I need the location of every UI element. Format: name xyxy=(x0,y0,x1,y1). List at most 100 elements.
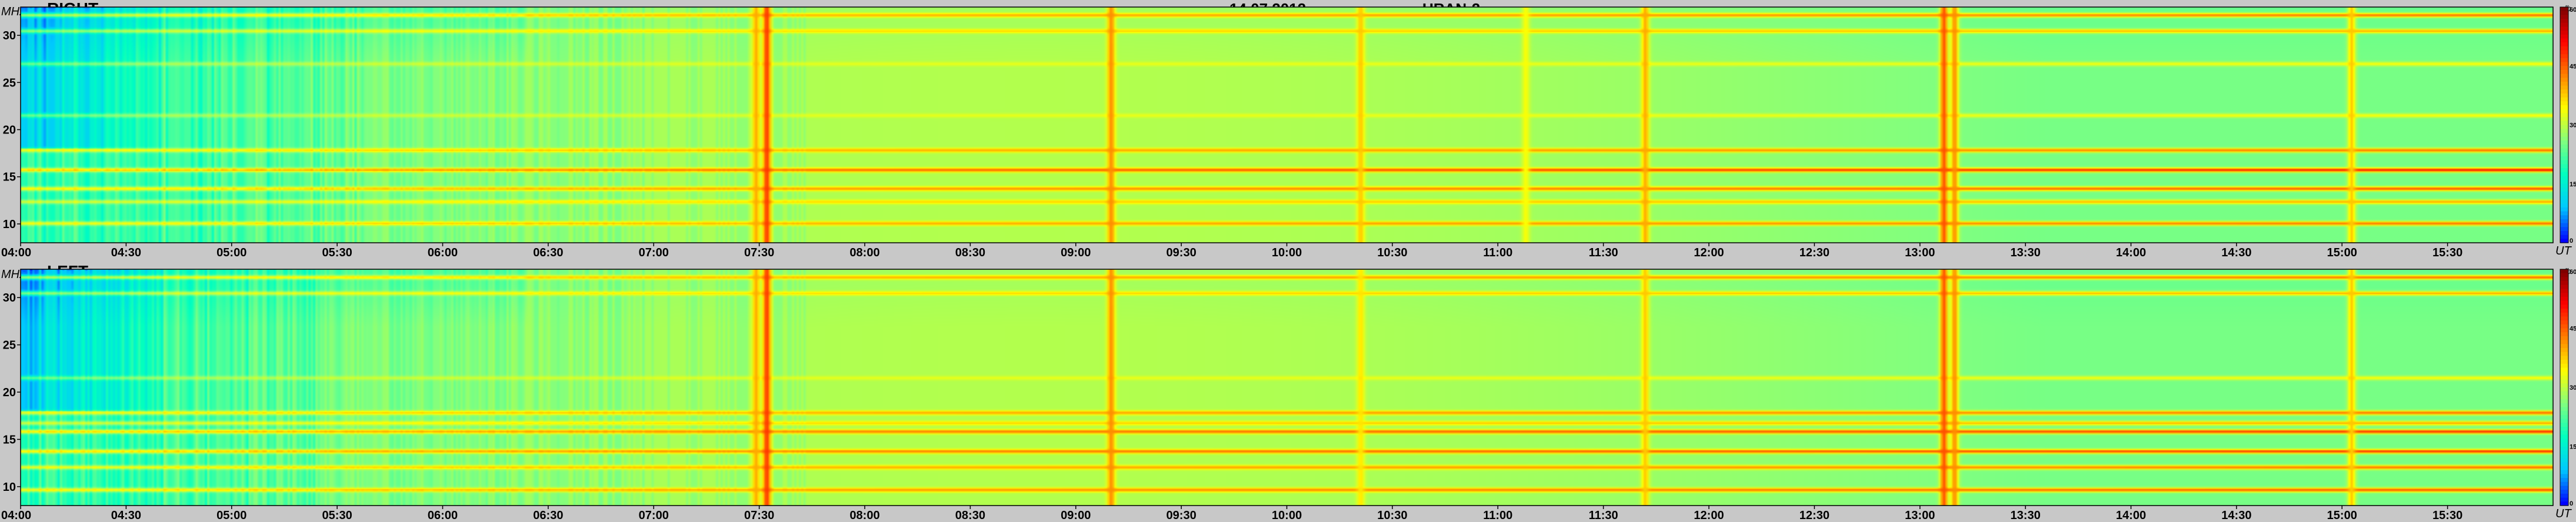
colorbar-segment xyxy=(2560,446,2568,451)
spectrogram-heatmap xyxy=(21,269,2553,506)
colorbar-segment xyxy=(2560,304,2568,309)
colorbar-segment xyxy=(2560,490,2568,494)
colorbar-frame xyxy=(2560,269,2569,506)
x-tick-label: 04:30 xyxy=(111,246,141,259)
colorbar-segment xyxy=(2560,395,2568,400)
y-tick-label: 15 xyxy=(3,433,16,446)
colorbar-segment xyxy=(2560,470,2568,474)
x-tick-label: 05:00 xyxy=(216,246,246,259)
colorbar-segment xyxy=(2560,439,2568,443)
x-tick-label: 11:00 xyxy=(1483,246,1512,259)
colorbar-segment xyxy=(2560,387,2568,392)
x-tick-label: 15:30 xyxy=(2432,509,2462,522)
x-tick-label: 05:00 xyxy=(216,509,246,522)
colorbar-segment xyxy=(2560,66,2568,71)
colorbar-segment xyxy=(2560,285,2568,290)
plot-frame xyxy=(20,269,2554,506)
colorbar-segment xyxy=(2560,458,2568,463)
colorbar-segment xyxy=(2560,15,2568,19)
colorbar-segment xyxy=(2560,85,2568,90)
colorbar-ticks: 0 15 30 45 60 xyxy=(2570,269,2576,507)
colorbar-segment xyxy=(2560,164,2568,169)
colorbar-tick-label: 15 xyxy=(2570,181,2576,188)
colorbar-segment xyxy=(2560,168,2568,173)
colorbar-segment xyxy=(2560,375,2568,380)
colorbar-segment xyxy=(2560,69,2568,75)
colorbar-segment xyxy=(2560,199,2568,204)
colorbar-segment xyxy=(2560,172,2568,176)
colorbar-tick-label: 30 xyxy=(2570,122,2576,129)
colorbar-segment xyxy=(2560,419,2568,423)
colorbar-segment xyxy=(2560,423,2568,427)
y-tick-label: 25 xyxy=(3,76,16,89)
colorbar-segment xyxy=(2560,34,2568,39)
colorbar-segment xyxy=(2560,269,2568,274)
colorbar-segment xyxy=(2560,7,2568,12)
colorbar-segment xyxy=(2560,203,2568,208)
colorbar-segment xyxy=(2560,152,2568,157)
colorbar-segment xyxy=(2560,239,2568,243)
colorbar-segment xyxy=(2560,324,2568,329)
colorbar-segment xyxy=(2560,207,2568,212)
colorbar-segment xyxy=(2560,360,2568,364)
colorbar-segment xyxy=(2560,481,2568,487)
colorbar-segment xyxy=(2560,352,2568,356)
colorbar-segment xyxy=(2560,109,2568,114)
x-tick-label: 15:30 xyxy=(2432,246,2462,259)
x-axis-ticks: 04:00 04:30 05:00 05:30 06:00 06:30 07:00 07:30… xyxy=(1,506,2462,522)
x-tick-label: 14:30 xyxy=(2221,246,2251,259)
x-axis-unit: UT xyxy=(2555,245,2572,257)
x-tick-label: 07:00 xyxy=(639,509,669,522)
colorbar-segment xyxy=(2560,501,2568,506)
colorbar-segment xyxy=(2560,144,2568,149)
x-tick-label: 13:30 xyxy=(2011,246,2041,259)
x-tick-label: 10:30 xyxy=(1377,246,1407,259)
colorbar-segment xyxy=(2560,160,2568,165)
colorbar-segment xyxy=(2560,148,2568,153)
x-axis-ticks: 04:00 04:30 05:00 05:30 06:00 06:30 07:00 07:30… xyxy=(1,243,2462,259)
colorbar-segment xyxy=(2560,486,2568,490)
x-tick-label: 13:30 xyxy=(2011,509,2041,522)
colorbar-segment xyxy=(2560,403,2568,408)
colorbar-segment xyxy=(2560,54,2568,59)
colorbar-segment xyxy=(2560,379,2568,384)
colorbar-segment xyxy=(2560,430,2568,435)
colorbar-segment xyxy=(2560,332,2568,337)
x-tick-label: 08:30 xyxy=(955,246,985,259)
colorbar-segment xyxy=(2560,478,2568,483)
colorbar-segment xyxy=(2560,136,2568,141)
y-tick-label: 10 xyxy=(3,218,16,231)
x-tick-label: 12:30 xyxy=(1799,246,1829,259)
colorbar-segment xyxy=(2560,312,2568,317)
colorbar-segment xyxy=(2560,442,2568,447)
colorbar-segment xyxy=(2560,78,2568,82)
colorbar-segment xyxy=(2560,227,2568,232)
colorbar xyxy=(2560,269,2569,506)
colorbar-segment xyxy=(2560,336,2568,341)
y-tick-label: 10 xyxy=(3,481,16,494)
colorbar-segment xyxy=(2560,309,2568,313)
colorbar-segment xyxy=(2560,42,2568,47)
colorbar-segment xyxy=(2560,434,2568,439)
colorbar-segment xyxy=(2560,105,2568,110)
colorbar-segment xyxy=(2560,101,2568,106)
x-tick-label: 06:30 xyxy=(533,246,563,259)
x-tick-label: 13:00 xyxy=(1905,246,1935,259)
colorbar-segment xyxy=(2560,113,2568,118)
colorbar xyxy=(2560,6,2569,243)
colorbar-segment xyxy=(2560,316,2568,321)
y-axis-ticks: 10 15 20 25 30 xyxy=(3,292,21,494)
colorbar-segment xyxy=(2560,367,2568,372)
colorbar-segment xyxy=(2560,281,2568,286)
x-tick-label: 05:30 xyxy=(322,509,352,522)
colorbar-segment xyxy=(2560,328,2568,333)
y-axis-unit: MHz xyxy=(1,5,25,18)
x-tick-label: 04:00 xyxy=(1,509,31,522)
colorbar-segment xyxy=(2560,356,2568,360)
spectrogram-heatmap xyxy=(21,7,2553,243)
colorbar-segment xyxy=(2560,300,2568,305)
colorbar-segment xyxy=(2560,497,2568,502)
colorbar-segment xyxy=(2560,230,2568,236)
y-axis-unit: MHz xyxy=(1,268,25,281)
